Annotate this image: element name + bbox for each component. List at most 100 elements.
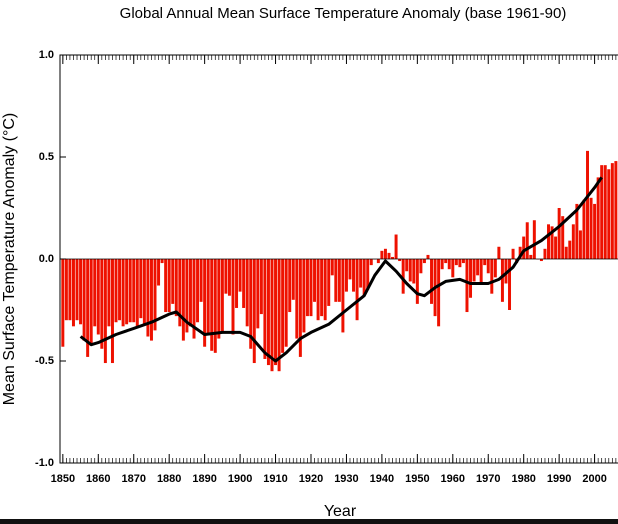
bar	[554, 237, 557, 259]
bar	[487, 259, 490, 273]
bar	[345, 259, 348, 292]
bar	[246, 259, 249, 326]
bar	[363, 259, 366, 296]
bar	[157, 259, 160, 286]
bar	[568, 241, 571, 259]
bar	[419, 259, 422, 273]
bar	[76, 259, 79, 320]
x-tick-label: 1990	[547, 473, 571, 485]
x-tick-label: 1850	[51, 473, 75, 485]
bar	[437, 259, 440, 326]
bar	[97, 259, 100, 334]
x-tick-label: 1940	[370, 473, 394, 485]
footer-band	[0, 519, 618, 524]
bar	[356, 259, 359, 320]
bar	[310, 259, 313, 316]
bar	[182, 259, 185, 341]
bar	[139, 259, 142, 318]
bar	[416, 259, 419, 304]
x-tick-label: 1890	[192, 473, 216, 485]
bar	[604, 165, 607, 259]
y-tick-label: 0.0	[39, 253, 54, 265]
bar	[572, 224, 575, 259]
bar	[320, 259, 323, 316]
bar	[501, 259, 504, 302]
bar	[341, 259, 344, 332]
bar	[72, 259, 75, 326]
bar	[292, 259, 295, 300]
bar	[278, 259, 281, 371]
bar	[288, 259, 291, 312]
y-tick-label: 0.5	[39, 151, 54, 163]
bar	[607, 169, 610, 259]
x-tick-label: 1980	[511, 473, 535, 485]
bar	[125, 259, 128, 324]
bar	[161, 259, 164, 263]
bar	[451, 259, 454, 277]
bar	[508, 259, 511, 310]
bar	[83, 259, 86, 341]
x-tick-label: 1920	[299, 473, 323, 485]
bar	[299, 259, 302, 357]
chart: Global Annual Mean Surface Temperature A…	[0, 0, 618, 524]
bar	[61, 259, 64, 347]
bar	[469, 259, 472, 298]
bar	[221, 259, 224, 332]
bar	[494, 259, 497, 277]
bar	[426, 255, 429, 259]
bar	[253, 259, 256, 363]
bar	[526, 222, 529, 259]
bar	[324, 259, 327, 320]
bar	[579, 230, 582, 259]
bar	[122, 259, 125, 326]
bar	[331, 259, 334, 275]
bar	[104, 259, 107, 363]
x-tick-label: 1880	[157, 473, 181, 485]
bar	[412, 259, 415, 283]
bar	[306, 259, 309, 316]
bar	[207, 259, 210, 334]
bar	[582, 200, 585, 259]
bar	[302, 259, 305, 332]
bar	[143, 259, 146, 324]
bar	[430, 259, 433, 304]
chart-title: Global Annual Mean Surface Temperature A…	[120, 5, 567, 22]
bar	[586, 151, 589, 259]
x-tick-label: 1950	[405, 473, 429, 485]
bar	[313, 259, 316, 302]
bar	[462, 259, 465, 263]
bar	[380, 251, 383, 259]
bar	[444, 259, 447, 263]
bar	[239, 259, 242, 292]
bar	[118, 259, 121, 320]
y-axis-title: Mean Surface Temperature Anomaly (°C)	[1, 113, 18, 405]
bar	[490, 259, 493, 294]
bar	[90, 259, 93, 345]
bar	[235, 259, 238, 308]
bar	[228, 259, 231, 296]
bar	[68, 259, 71, 320]
bar	[458, 259, 461, 267]
bar	[327, 259, 330, 306]
bar	[409, 259, 412, 281]
y-tick-label: -0.5	[35, 355, 54, 367]
x-tick-label: 2000	[582, 473, 606, 485]
bar	[473, 259, 476, 281]
x-tick-label: 1910	[263, 473, 287, 485]
bar	[547, 224, 550, 259]
bar	[317, 259, 320, 320]
x-tick-label: 1870	[121, 473, 145, 485]
bar	[352, 259, 355, 292]
bar	[260, 259, 263, 314]
bar	[136, 259, 139, 326]
bar	[423, 259, 426, 263]
bar	[448, 259, 451, 269]
bar	[189, 259, 192, 326]
bar	[271, 259, 274, 371]
bar	[441, 259, 444, 269]
x-axis-title: Year	[324, 503, 357, 520]
bar	[611, 163, 614, 259]
bar	[529, 255, 532, 259]
bar	[164, 259, 167, 312]
bar	[200, 259, 203, 302]
